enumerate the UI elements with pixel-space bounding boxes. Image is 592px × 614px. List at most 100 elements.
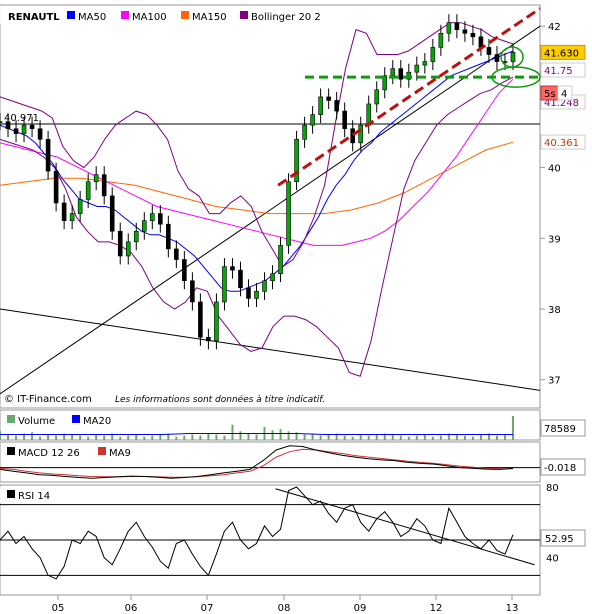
legend-swatch-ma50 bbox=[67, 11, 75, 19]
price-candles bbox=[0, 14, 516, 350]
macd-lines bbox=[0, 445, 540, 479]
candle-body bbox=[238, 269, 243, 289]
badge-count: 4 bbox=[561, 89, 567, 100]
legend-label-macd-signal: MA9 bbox=[109, 448, 131, 459]
volume-panel: Volume MA20 78589 bbox=[0, 409, 586, 441]
last-price-label-box bbox=[540, 44, 586, 60]
volume-bar bbox=[87, 436, 90, 440]
candle-body bbox=[0, 121, 3, 123]
disclaimer-label: Les informations sont données à titre in… bbox=[115, 394, 325, 405]
candle-body bbox=[350, 128, 355, 144]
x-tick-label: 13 bbox=[506, 603, 519, 614]
volume-ma20-line bbox=[0, 433, 513, 435]
volume-bar bbox=[71, 434, 74, 440]
candle-body bbox=[222, 266, 227, 303]
candle-body bbox=[486, 47, 492, 55]
legend-swatch-ma100 bbox=[121, 11, 129, 19]
volume-bar bbox=[223, 435, 226, 440]
candle-body bbox=[422, 61, 428, 66]
volume-bar bbox=[103, 435, 106, 440]
volume-bar bbox=[119, 436, 122, 440]
volume-bar bbox=[255, 434, 258, 440]
volume-legend: Volume MA20 bbox=[7, 415, 111, 427]
bollinger-lower-line bbox=[0, 76, 514, 377]
price-y-tick-label: 40 bbox=[548, 164, 561, 175]
volume-bar bbox=[512, 416, 514, 440]
volume-bar bbox=[247, 433, 250, 440]
reference-level-label: 40.971 bbox=[4, 113, 39, 124]
legend-swatch-bollinger bbox=[240, 11, 248, 19]
candle-body bbox=[334, 100, 339, 112]
candle-body bbox=[446, 22, 452, 34]
volume-bar bbox=[79, 435, 82, 440]
volume-bar bbox=[431, 436, 434, 440]
candle-body bbox=[77, 199, 83, 214]
price-y-tick-label: 39 bbox=[548, 234, 561, 245]
price-y-tick-label: 38 bbox=[548, 305, 561, 316]
volume-bar bbox=[399, 435, 402, 440]
candle-body bbox=[382, 75, 388, 91]
volume-bar bbox=[175, 436, 178, 440]
volume-bar bbox=[231, 424, 234, 440]
candle-body bbox=[174, 248, 179, 260]
legend-label-volume-ma20: MA20 bbox=[83, 416, 111, 427]
macd-line bbox=[0, 445, 514, 479]
candle-body bbox=[69, 213, 75, 221]
macd-panel: MACD 12 26 MA9 -0.018 bbox=[0, 441, 586, 483]
candle-body bbox=[21, 124, 27, 134]
rsi-panel: 80 40 RSI 14 52.95 bbox=[0, 483, 586, 596]
volume-bar bbox=[359, 434, 362, 440]
volume-bar bbox=[143, 436, 146, 440]
candle-body bbox=[190, 280, 195, 303]
candle-body bbox=[286, 181, 291, 246]
volume-bar bbox=[95, 434, 98, 440]
x-tick-label: 12 bbox=[430, 603, 443, 614]
legend-label-volume: Volume bbox=[18, 416, 55, 427]
volume-bars bbox=[0, 416, 514, 440]
candle-body bbox=[53, 170, 59, 204]
legend-label-macd: MACD 12 26 bbox=[18, 448, 80, 459]
candle-body bbox=[93, 174, 99, 183]
candle-body bbox=[494, 54, 500, 62]
volume-bar bbox=[471, 436, 474, 440]
rising-trend-dashed-line bbox=[277, 7, 541, 187]
candle-body bbox=[13, 128, 19, 134]
candle-body bbox=[510, 52, 516, 62]
candle-body bbox=[374, 89, 380, 105]
candle-body bbox=[454, 22, 460, 31]
volume-bar bbox=[343, 435, 346, 440]
x-tick-label: 06 bbox=[125, 603, 138, 614]
candle-body bbox=[158, 213, 163, 225]
falling-trendline bbox=[0, 308, 541, 391]
candle-body bbox=[206, 336, 211, 342]
candle-body bbox=[37, 128, 43, 140]
candle-body bbox=[294, 139, 299, 183]
candle-body bbox=[117, 230, 123, 257]
price-annotations: 41.75 41.248 41.630 5s 4 40.361 bbox=[277, 7, 586, 187]
volume-bar bbox=[447, 433, 450, 440]
candle-body bbox=[438, 32, 444, 48]
ma150-line bbox=[0, 141, 514, 215]
candle-body bbox=[430, 47, 436, 62]
volume-bar bbox=[127, 435, 130, 440]
rsi-y-tick-label: 40 bbox=[546, 554, 559, 565]
volume-bar bbox=[199, 435, 202, 440]
candle-body bbox=[342, 110, 347, 130]
upper-band-label-box bbox=[540, 62, 586, 78]
legend-label-ma100: MA100 bbox=[132, 12, 167, 23]
ma100-line bbox=[0, 78, 514, 246]
timeframe-badge: 5s bbox=[544, 89, 556, 100]
candle-body bbox=[230, 266, 235, 271]
candle-body bbox=[141, 220, 147, 232]
volume-bar bbox=[375, 434, 378, 440]
candle-body bbox=[254, 291, 259, 299]
badge-count-box bbox=[557, 85, 573, 101]
candle-body bbox=[278, 245, 283, 274]
x-tick-label: 07 bbox=[201, 603, 214, 614]
volume-bar bbox=[503, 434, 506, 440]
price-panel: 373839404142 40.971 41.7541.24841.6305s4… bbox=[0, 4, 586, 409]
candle-body bbox=[262, 280, 267, 292]
candle-body bbox=[109, 195, 115, 232]
candle-body bbox=[390, 68, 396, 77]
